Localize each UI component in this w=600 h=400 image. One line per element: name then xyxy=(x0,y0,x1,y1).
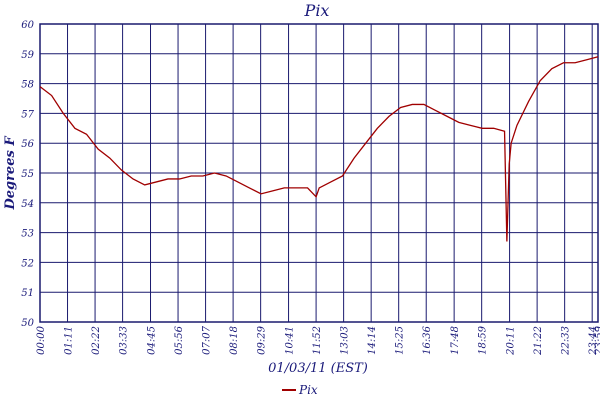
plot-frame xyxy=(39,23,599,323)
x-tick-label: 00:00 xyxy=(36,325,47,354)
x-tick-label: 02:22 xyxy=(91,326,102,355)
y-tick-label: 51 xyxy=(21,288,34,299)
x-tick-label: 09:29 xyxy=(257,325,268,354)
x-tick-label: 15:25 xyxy=(395,326,406,355)
y-tick-label: 58 xyxy=(21,80,34,91)
x-tick-label: 18:59 xyxy=(478,325,489,354)
y-tick-label: 59 xyxy=(21,50,34,61)
x-tick-label: 03:33 xyxy=(119,326,130,355)
x-tick-label: 14:14 xyxy=(367,326,378,355)
x-tick-label: 13:03 xyxy=(340,326,351,355)
x-tick-label: 23:44 xyxy=(588,326,599,356)
x-tick-label: 22:33 xyxy=(561,326,572,356)
y-tick-label: 57 xyxy=(21,109,34,120)
x-tick-label: 20:11 xyxy=(506,326,517,356)
y-axis-label: Degrees F xyxy=(3,136,18,211)
x-tick-label: 10:41 xyxy=(285,326,296,355)
y-tick-label: 54 xyxy=(21,199,34,210)
x-tick-label: 21:22 xyxy=(533,326,544,356)
x-tick-label: 16:36 xyxy=(422,325,433,354)
y-tick-label: 52 xyxy=(21,258,34,269)
x-axis-label: 01/03/11 (EST) xyxy=(268,361,368,376)
x-tick-label: 23:59 xyxy=(594,325,600,355)
y-tick-label: 60 xyxy=(21,20,34,31)
y-tick-label: 50 xyxy=(21,318,34,329)
x-tick-label: 17:48 xyxy=(450,326,461,355)
x-tick-label: 08:18 xyxy=(229,326,240,355)
x-tick-label: 07:07 xyxy=(202,325,213,354)
chart-title: Pix xyxy=(304,1,330,20)
y-tick-label: 55 xyxy=(21,169,34,180)
y-tick-label: 53 xyxy=(21,229,34,240)
x-tick-label: 01:11 xyxy=(64,326,75,355)
legend-label: Pix xyxy=(298,383,318,397)
y-tick-label: 56 xyxy=(21,139,34,150)
x-tick-label: 04:45 xyxy=(147,326,158,355)
data-line xyxy=(39,56,599,242)
x-tick-label: 11:52 xyxy=(312,326,323,355)
x-tick-label: 05:56 xyxy=(174,325,185,354)
